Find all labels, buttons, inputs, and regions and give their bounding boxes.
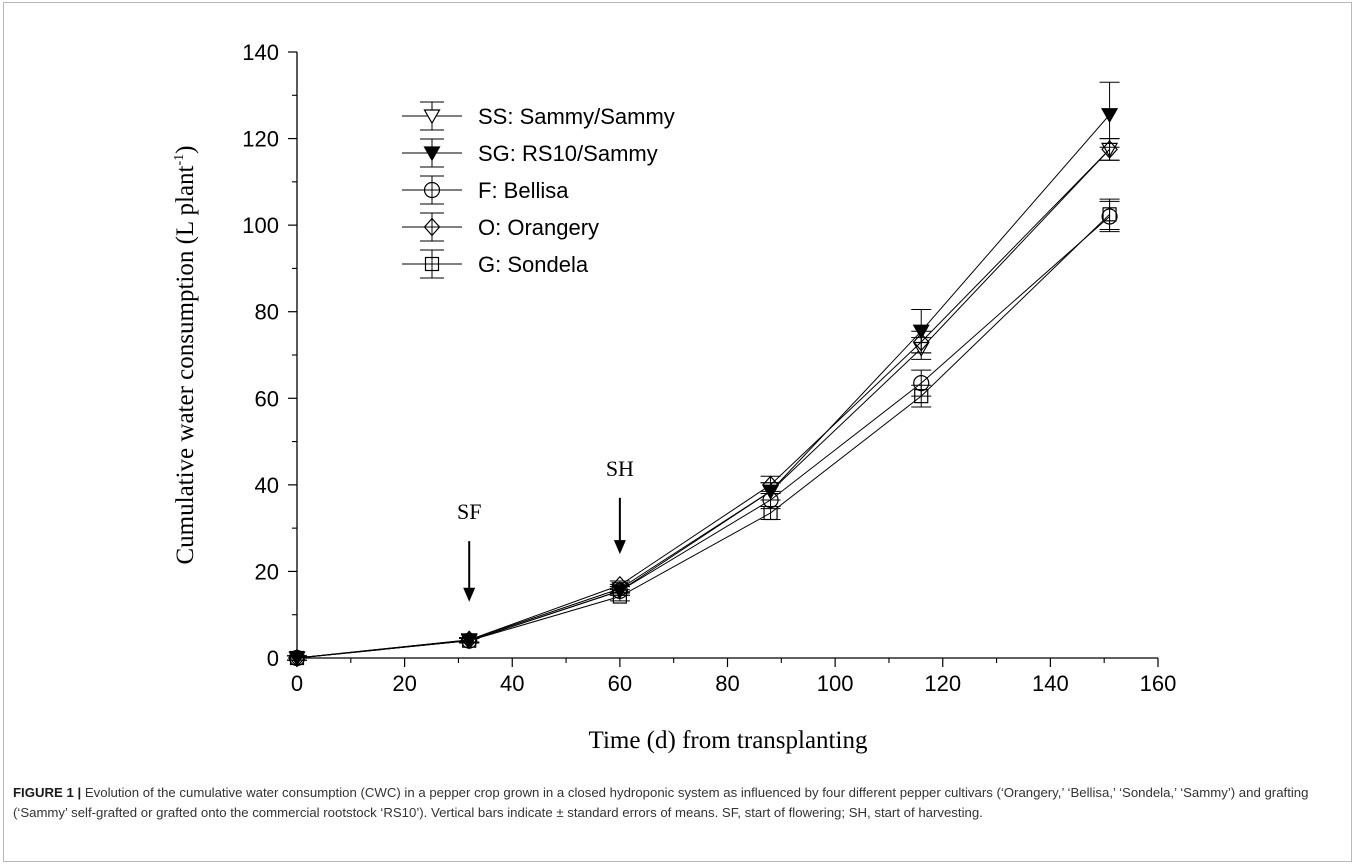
series-line: [296, 216, 1110, 659]
legend-marker: [424, 256, 440, 272]
legend-label: SG: RS10/Sammy: [478, 141, 658, 166]
series-group: [287, 138, 1120, 668]
figure-caption: FIGURE 1 | Evolution of the cumulative w…: [13, 783, 1333, 823]
annotation-arrow-head: [613, 540, 626, 555]
x-tick-label: 20: [392, 671, 416, 696]
legend-entry: O: Orangery: [402, 212, 599, 242]
data-point: [612, 589, 627, 604]
chart-annotations: SF SH: [457, 456, 634, 602]
y-axis-label-main: Cumulative water consumption (L plant: [172, 165, 199, 564]
legend-label: O: Orangery: [478, 215, 599, 240]
x-axis-label: Time (d) from transplanting: [589, 727, 868, 754]
y-tick-label: 40: [255, 473, 279, 498]
y-axis-label-close: ): [172, 146, 199, 154]
y-tick-label: 60: [255, 386, 279, 411]
x-tick-label: 100: [817, 671, 854, 696]
figure-caption-text: Evolution of the cumulative water consum…: [13, 785, 1309, 820]
series-line: [296, 114, 1110, 659]
data-point: [1101, 108, 1119, 124]
legend-entry: F: Bellisa: [402, 175, 569, 205]
legend-marker: [423, 181, 441, 199]
chart: 0 20 40 60 80 100 120 140 160020406080100120140 …: [172, 40, 1176, 754]
series-line: [296, 149, 1110, 659]
annotation: SF: [457, 499, 481, 602]
y-tick-label: 80: [255, 300, 279, 325]
data-point: [762, 475, 779, 495]
legend-label: F: Bellisa: [478, 178, 569, 203]
chart-legend: SS: Sammy/Sammy SG: RS10/Sammy F: Bellisa O…: [402, 101, 675, 279]
data-point: [914, 389, 929, 404]
figure-frame: [3, 2, 1352, 862]
legend-marker: [423, 109, 441, 125]
legend-label: SS: Sammy/Sammy: [478, 104, 675, 129]
data-point: [1102, 207, 1117, 222]
legend-entry: SG: RS10/Sammy: [402, 138, 658, 168]
annotation: SH: [606, 456, 634, 555]
annotation-label: SH: [606, 456, 634, 481]
series-group: [287, 198, 1120, 666]
y-tick-label: 100: [242, 213, 279, 238]
data-point: [912, 332, 930, 352]
y-tick-label: 20: [255, 559, 279, 584]
chart-axes: 0 20 40 60 80 100 120 140 160 0 20 40 60 80 100 120 140: [242, 40, 1176, 696]
chart-series: [287, 81, 1120, 668]
series-line: [296, 213, 1110, 659]
figure-caption-label: FIGURE 1 |: [13, 785, 82, 800]
legend-marker: [423, 146, 441, 162]
legend-marker: [423, 217, 441, 237]
data-point: [462, 633, 477, 648]
data-point: [1101, 139, 1118, 159]
x-tick-label: 120: [924, 671, 961, 696]
data-point: [289, 650, 305, 666]
data-point: [763, 505, 778, 521]
x-tick-label: 160: [1140, 671, 1177, 696]
series-group: [287, 138, 1120, 667]
legend-entry: G: Sondela: [402, 249, 589, 279]
annotation-arrow-head: [463, 587, 476, 602]
series-group: [287, 81, 1120, 667]
x-tick-label: 80: [715, 671, 739, 696]
y-tick-label: 0: [267, 646, 279, 671]
y-axis-label: Cumulative water consumption (L plant-1): [172, 146, 199, 565]
y-tick-label: 120: [242, 127, 279, 152]
data-point: [460, 630, 478, 650]
annotation-label: SF: [457, 499, 481, 524]
y-axis-label-superscript: -1: [172, 154, 187, 166]
x-tick-label: 60: [608, 671, 632, 696]
y-tick-label: 140: [242, 40, 279, 65]
x-tick-label: 140: [1032, 671, 1069, 696]
legend-entry: SS: Sammy/Sammy: [402, 101, 675, 131]
series-line: [296, 149, 1110, 659]
data-point: [288, 648, 306, 668]
legend-label: G: Sondela: [478, 252, 589, 277]
x-tick-label: 40: [500, 671, 524, 696]
x-tick-label: 0: [291, 671, 303, 696]
